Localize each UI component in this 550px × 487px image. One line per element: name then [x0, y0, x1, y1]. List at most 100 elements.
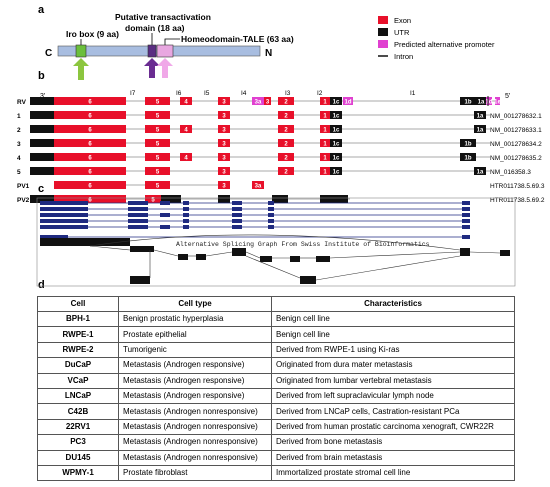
- exon-block: [54, 195, 126, 203]
- five-prime-label: 5': [505, 93, 510, 100]
- cell-characteristics: Originated from dura mater metastasis: [271, 357, 515, 374]
- legend-label: Predicted alternative promoter: [394, 40, 495, 49]
- transcript-row: 5 6 5 3 2 1 1c 1a NM_016358.3: [17, 167, 531, 176]
- exon-label: 1c: [333, 114, 340, 120]
- exon-label: 3: [222, 142, 226, 148]
- track-exon: [128, 201, 148, 205]
- graph-node: [40, 238, 130, 246]
- track-exon: [40, 219, 88, 223]
- table-row: PC3 Metastasis (Androgen nonresponsive) De…: [37, 434, 515, 451]
- exon-label: 1a: [477, 170, 484, 176]
- exon-label: 1e: [494, 100, 501, 106]
- exon-block: [145, 167, 170, 175]
- exon-label: 2: [284, 142, 288, 148]
- exon-label: 1b: [464, 142, 471, 148]
- transcript-row: 3 6 5 3 2 1 1c 1b NM_001278634.2: [17, 139, 542, 148]
- cell-characteristics: Derived from LNCaP cells, Castration-res…: [271, 403, 515, 420]
- utr-block: [330, 167, 342, 175]
- splicing-graph-caption: Alternative Splicing Graph From Swiss In…: [176, 241, 430, 248]
- track-exon: [232, 219, 242, 223]
- figure-canvas: C N Iro box (9 aa) Putative transactivat…: [17, 12, 545, 287]
- splicing-graph-frame: [36, 197, 516, 287]
- transcript-label: RV: [17, 99, 27, 106]
- exon-block: [145, 181, 170, 189]
- exon-block: [180, 125, 192, 133]
- exon-block: [218, 167, 230, 175]
- utr-block: [330, 125, 342, 133]
- cell-name: DU145: [37, 449, 119, 466]
- track-exon: [40, 207, 88, 211]
- table-row: DuCaP Metastasis (Androgen responsive) Ori…: [37, 357, 515, 374]
- track-exon: [232, 207, 242, 211]
- graph-node: [130, 276, 150, 284]
- cell-name: DuCaP: [37, 357, 119, 374]
- exon-block: [54, 153, 126, 161]
- track-exon: [183, 219, 189, 223]
- track-exon: [268, 201, 274, 205]
- graph-node: [196, 254, 206, 260]
- alt-promoter-exon: [252, 97, 264, 105]
- exon-block: [218, 97, 230, 105]
- exon-label: 4: [184, 100, 188, 106]
- transcript-row: PV1 6 5 3 3a HTR011738.5.69.3: [17, 181, 545, 190]
- transcript-label: 2: [17, 127, 21, 134]
- exon-label: 6: [88, 184, 92, 190]
- exon-label: 1c: [333, 142, 340, 148]
- utr-block: [30, 195, 54, 203]
- legend-label: Intron: [394, 52, 413, 61]
- protein-schematic: C N Iro box (9 aa) Putative transactivat…: [45, 12, 294, 80]
- exon-label: 6: [88, 142, 92, 148]
- exon-block: [54, 139, 126, 147]
- utr-block: [476, 97, 486, 105]
- transcript-label: PV2: [17, 197, 30, 204]
- utr-block: [320, 195, 348, 203]
- track-exon: [268, 225, 274, 229]
- cell-type: Metastasis (Androgen nonresponsive): [118, 418, 272, 436]
- track-exon: [232, 201, 242, 205]
- graph-edge: [89, 245, 131, 251]
- cell-name: WPMY-1: [37, 464, 119, 482]
- cell-name: 22RV1: [37, 418, 119, 436]
- track-exon: [40, 213, 88, 217]
- table-row: DU145 Metastasis (Androgen nonresponsive)…: [37, 449, 515, 466]
- exon-label: 2: [284, 156, 288, 162]
- track-exon: [40, 201, 88, 205]
- cell-name: BPH-1: [37, 310, 119, 328]
- cell-name: RWPE-2: [37, 341, 119, 359]
- intron-label: I6: [176, 90, 182, 97]
- utr-block: [218, 195, 230, 203]
- exon-label: 1b: [464, 156, 471, 162]
- table-row: BPH-1 Benign prostatic hyperplasia Benign …: [37, 310, 515, 328]
- graph-node: [316, 256, 330, 262]
- transcript-row: RV 6 5 4 3 3a 3 2 1 1c 1d 1b 1a 1d 1e: [17, 97, 501, 106]
- exon-block: [218, 181, 230, 189]
- track-exon: [160, 201, 170, 205]
- exon-block: [54, 97, 126, 105]
- exon-label: 1: [323, 114, 327, 120]
- cell-type: Metastasis (Androgen responsive): [118, 387, 272, 405]
- accession-label: NM_001278635.2: [490, 155, 542, 162]
- exon-label: 1a: [477, 128, 484, 134]
- cell-name: RWPE-1: [37, 326, 119, 343]
- table-row: 22RV1 Metastasis (Androgen nonresponsive)…: [37, 418, 515, 436]
- legend: Exon UTR Predicted alternative promoter Int…: [378, 16, 495, 61]
- cell-characteristics: Immortalized prostate stromal cell line: [271, 464, 515, 482]
- exon-label: 2: [284, 114, 288, 120]
- exon-label: 4: [184, 156, 188, 162]
- exon-label: 1d: [485, 100, 492, 106]
- exon-label: 6: [88, 156, 92, 162]
- utr-block: [460, 139, 476, 147]
- graph-edge: [89, 234, 461, 251]
- graph-node: [260, 256, 272, 262]
- purple-arrow: [144, 58, 160, 78]
- homeodomain-tale: [156, 44, 174, 58]
- exon-block: [320, 167, 330, 175]
- graph-node: [290, 256, 300, 262]
- exon-label: 1a: [477, 114, 484, 120]
- table-row: VCaP Metastasis (Androgen responsive) Orig…: [37, 372, 515, 389]
- utr-block: [161, 195, 181, 203]
- cell-line-table: Cell Cell type Characteristics BPH-1 Beni…: [37, 296, 515, 482]
- exon-block: [278, 153, 294, 161]
- exon-block: [252, 181, 264, 189]
- exon-label: 1c: [333, 128, 340, 134]
